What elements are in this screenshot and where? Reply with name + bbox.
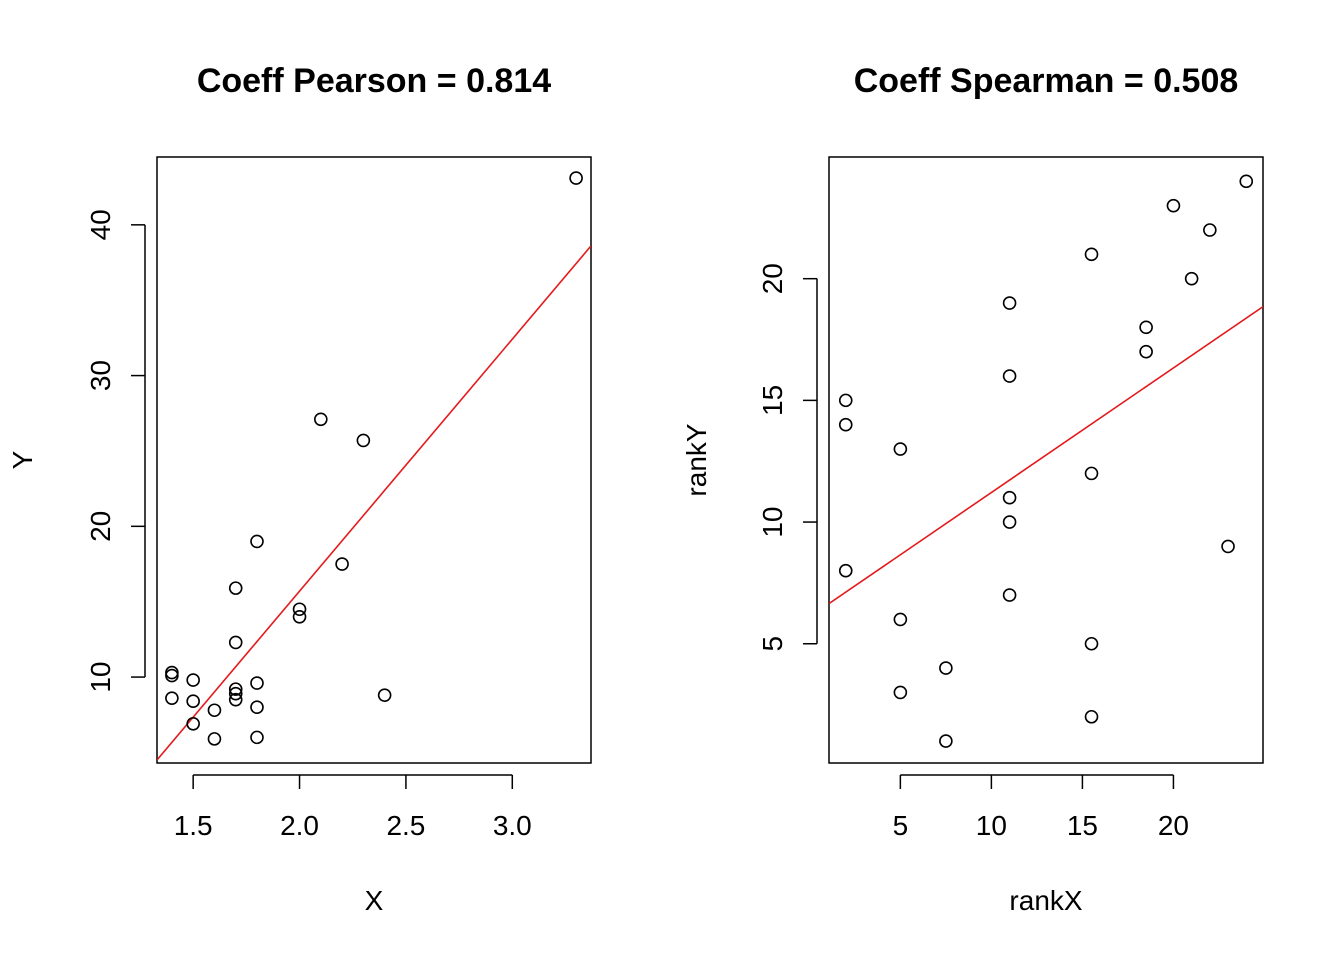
pearson-data-point — [207, 703, 222, 718]
spearman-y-axis-label: rankY — [681, 423, 712, 496]
pearson-data-point — [292, 602, 307, 617]
spearman-data-point — [1139, 344, 1153, 359]
pearson-data-point — [314, 412, 328, 427]
spearman-data-point — [1166, 198, 1181, 213]
spearman-data-point — [1184, 271, 1199, 286]
spearman-data-point — [1221, 539, 1235, 554]
spearman-x-tick-label: 5 — [893, 810, 909, 841]
pearson-data-point — [228, 692, 243, 707]
spearman-x-tick-label: 15 — [1067, 810, 1098, 841]
pearson-data-point — [335, 557, 349, 571]
pearson-data-point — [250, 534, 264, 549]
pearson-y-tick-label: 20 — [85, 511, 116, 542]
pearson-data-point — [292, 609, 307, 624]
pearson-panel: Coeff Pearson = 0.814 X Y 1.5 2.0 2.5 3.0 10… — [7, 62, 592, 916]
spearman-data-point — [1002, 490, 1017, 505]
pearson-data-point — [250, 700, 264, 715]
spearman-data-point — [1002, 369, 1017, 383]
spearman-y-tick-label: 10 — [757, 506, 788, 537]
spearman-data-point — [1084, 636, 1099, 651]
pearson-regression-line — [157, 245, 591, 761]
pearson-data-point — [228, 581, 243, 595]
pearson-data-point — [165, 691, 179, 705]
spearman-data-point — [1002, 296, 1017, 310]
pearson-title: Coeff Pearson = 0.814 — [197, 62, 551, 100]
spearman-data-point — [838, 417, 853, 432]
spearman-data-point — [1084, 466, 1099, 481]
spearman-plot-frame — [828, 156, 1264, 764]
pearson-data-point — [377, 688, 392, 702]
spearman-data-point — [893, 612, 908, 627]
spearman-x-tick-label: 20 — [1158, 810, 1189, 841]
pearson-plot-area: 1.5 2.0 2.5 3.0 10 20 30 40 — [85, 156, 592, 841]
spearman-data-point — [939, 661, 953, 675]
spearman-regression-line — [829, 306, 1263, 605]
pearson-x-tick-label: 1.5 — [174, 810, 213, 841]
pearson-data-point — [250, 676, 264, 690]
pearson-x-tick-label: 2.5 — [386, 810, 425, 841]
pearson-data-point — [186, 694, 200, 708]
pearson-y-tick-label: 30 — [85, 360, 116, 391]
spearman-y-tick-label: 15 — [757, 385, 788, 416]
pearson-x-tick-label: 2.0 — [280, 810, 319, 841]
spearman-x-tick-label: 10 — [976, 810, 1007, 841]
spearman-data-point — [1203, 223, 1217, 237]
pearson-data-point — [228, 682, 243, 696]
spearman-data-point — [939, 734, 953, 748]
pearson-y-tick-label: 10 — [85, 661, 116, 692]
pearson-plot-frame — [156, 156, 592, 764]
spearman-plot-area: 5 10 15 20 5 10 15 20 — [757, 156, 1264, 841]
pearson-data-point — [228, 686, 243, 701]
spearman-data-point — [1084, 247, 1099, 262]
spearman-data-point — [1084, 709, 1099, 724]
pearson-data-point — [228, 635, 243, 650]
spearman-data-point — [893, 685, 908, 700]
pearson-x-tick-label: 3.0 — [493, 810, 532, 841]
pearson-data-point — [165, 668, 179, 683]
pearson-data-point — [356, 433, 371, 448]
spearman-data-point — [838, 563, 853, 578]
spearman-data-point — [1239, 174, 1254, 189]
pearson-data-point — [207, 732, 222, 746]
pearson-data-point — [186, 673, 200, 687]
spearman-data-point — [893, 442, 908, 456]
spearman-y-tick-label: 20 — [757, 263, 788, 294]
spearman-data-point — [1002, 588, 1017, 602]
spearman-data-point — [1002, 515, 1017, 529]
spearman-title: Coeff Spearman = 0.508 — [854, 62, 1239, 100]
spearman-data-point — [1139, 320, 1153, 335]
spearman-x-axis-label: rankX — [1009, 885, 1082, 916]
pearson-data-point — [569, 171, 583, 185]
spearman-y-tick-label: 5 — [757, 636, 788, 652]
pearson-y-tick-label: 40 — [85, 209, 116, 240]
pearson-x-axis-label: X — [365, 885, 384, 916]
pearson-y-axis-label: Y — [7, 450, 38, 469]
spearman-data-point — [838, 393, 853, 408]
spearman-panel: Coeff Spearman = 0.508 rankX rankY 5 10 15… — [681, 62, 1264, 916]
pearson-data-point — [250, 730, 264, 745]
pearson-data-point — [186, 717, 200, 731]
